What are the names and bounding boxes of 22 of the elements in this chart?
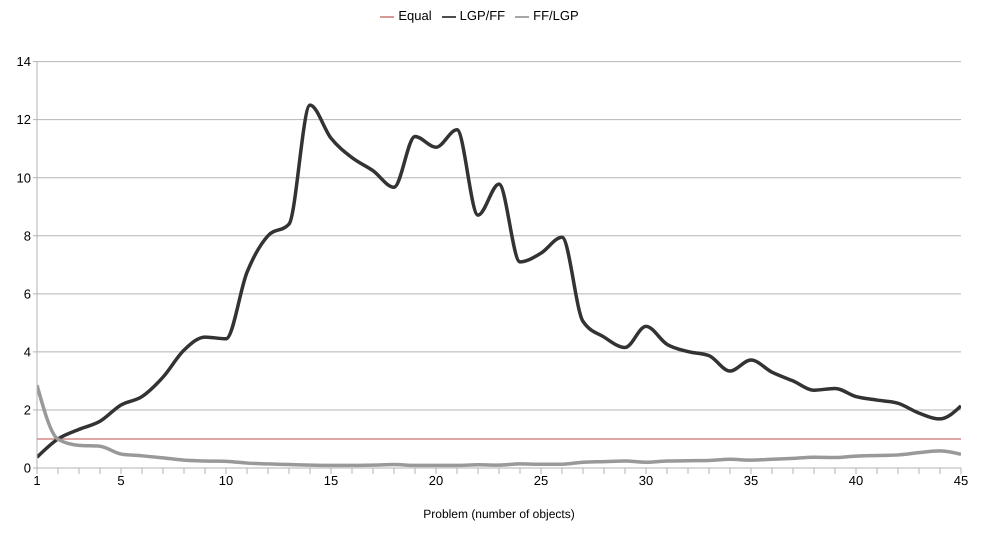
x-tick-label: 45	[954, 473, 968, 488]
x-tick-label: 5	[117, 473, 125, 488]
y-tick-label: 14	[16, 54, 31, 70]
legend-label: LGP/FF	[460, 8, 506, 23]
y-tick-label: 6	[24, 286, 31, 302]
y-tick-label: 12	[16, 112, 31, 128]
legend-label: FF/LGP	[533, 8, 579, 23]
x-tick-label: 35	[744, 473, 758, 488]
y-tick-label: 2	[24, 402, 31, 418]
x-tick-label: 10	[218, 473, 234, 488]
legend-label: Equal	[398, 8, 432, 23]
x-tick-label: 15	[324, 473, 338, 488]
y-tick-label: 0	[24, 460, 31, 476]
x-tick-label: 20	[428, 473, 444, 488]
x-tick-label: 30	[638, 473, 654, 488]
x-tick-label: 40	[848, 473, 864, 488]
y-tick-label: 4	[24, 344, 31, 360]
x-tick-label: 25	[534, 473, 548, 488]
x-axis-title: Problem (number of objects)	[423, 507, 575, 521]
x-tick-label: 1	[33, 473, 41, 488]
y-tick-label: 10	[16, 170, 31, 186]
y-tick-label: 8	[24, 228, 31, 244]
